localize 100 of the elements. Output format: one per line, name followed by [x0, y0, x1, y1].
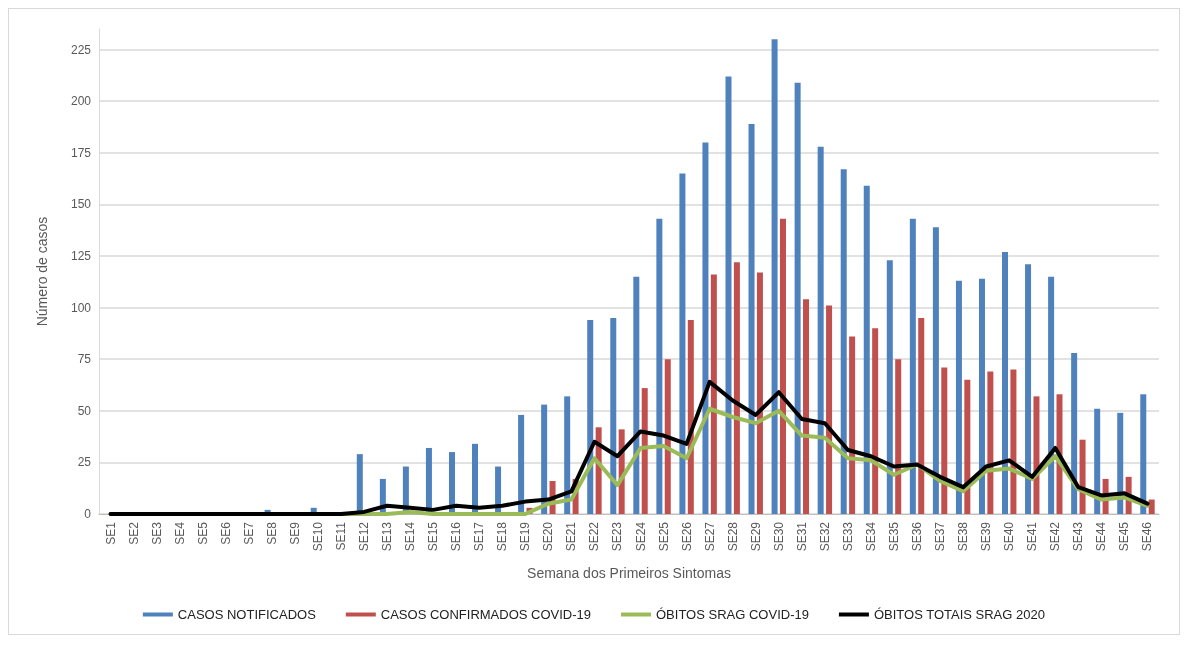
x-tick-label: SE6 [218, 521, 233, 545]
bar [987, 371, 994, 514]
legend-label: ÓBITOS SRAG COVID-19 [656, 607, 809, 622]
bar [1117, 412, 1124, 514]
bar [1071, 353, 1078, 514]
x-tick-label: SE16 [449, 521, 464, 552]
x-tick-label: SE33 [840, 521, 855, 552]
bar [886, 260, 893, 514]
bar [472, 443, 479, 514]
bar [725, 76, 732, 514]
x-tick-label: SE30 [771, 521, 786, 552]
x-tick-label: SE9 [287, 521, 302, 545]
bar [978, 278, 985, 514]
bar [756, 272, 763, 514]
x-tick-label: SE40 [1002, 521, 1017, 552]
y-tick-label: 175 [70, 145, 92, 160]
bar [748, 123, 755, 514]
bar [1148, 499, 1155, 514]
bar [564, 396, 571, 514]
x-tick-label: SE43 [1071, 521, 1086, 552]
x-tick-label: SE32 [817, 521, 832, 552]
bar [518, 414, 525, 514]
line-series [108, 379, 1150, 516]
y-tick-label: 0 [84, 507, 92, 521]
x-tick-label: SE13 [380, 521, 395, 552]
y-tick-label: 200 [70, 94, 92, 109]
legend-label: CASOS NOTIFICADOS [177, 607, 317, 622]
bar [863, 185, 870, 514]
bar [1002, 251, 1009, 514]
bar [1048, 276, 1055, 514]
bar [840, 169, 847, 514]
bar [356, 454, 363, 514]
x-tick-label: SE44 [1094, 521, 1109, 552]
x-tick-label: SE42 [1048, 521, 1063, 552]
x-tick-label: SE12 [357, 521, 371, 552]
x-tick-label: SE3 [149, 521, 164, 545]
x-tick-label: SE19 [518, 521, 533, 552]
x-tick-label: SE20 [541, 521, 556, 552]
bar [803, 299, 810, 514]
bar [664, 359, 671, 514]
y-tick-label: 50 [77, 403, 92, 418]
y-tick-label: 100 [70, 300, 92, 315]
x-tick-label: SE10 [310, 521, 325, 552]
bar [710, 274, 717, 514]
x-tick-label: SE36 [910, 521, 925, 552]
y-axis-title: Número de casos [34, 216, 50, 327]
bar [771, 39, 778, 514]
x-tick-label: SE29 [748, 521, 763, 552]
bar [964, 379, 971, 514]
bar [1094, 408, 1101, 514]
x-tick-label: SE15 [426, 521, 441, 552]
x-tick-label: SE23 [610, 521, 625, 552]
bar [1010, 369, 1017, 514]
x-tick-label: SE5 [195, 521, 210, 545]
y-tick-label: 150 [70, 197, 92, 212]
x-tick-label: SE7 [241, 521, 256, 545]
bar [1079, 439, 1086, 514]
bar [1025, 264, 1032, 514]
bar [872, 328, 879, 514]
x-axis-title: Semana dos Primeiros Sintomas [527, 565, 731, 581]
bar [826, 305, 833, 514]
x-tick-label: SE25 [656, 521, 671, 552]
bar [849, 336, 856, 514]
x-tick-label: SE22 [587, 521, 602, 552]
bar [794, 82, 801, 514]
bar [448, 452, 455, 514]
x-tick-label: SE8 [264, 521, 279, 545]
x-tick-label: SE35 [887, 521, 901, 552]
bar [633, 276, 640, 514]
bar [656, 218, 663, 514]
legend-label: CASOS CONFIRMADOS COVID-19 [380, 607, 592, 622]
x-tick-label: SE39 [979, 521, 994, 552]
x-tick-label: SE2 [126, 521, 141, 545]
bar [918, 317, 925, 514]
x-tick-label: SE14 [403, 521, 418, 552]
bar [932, 227, 939, 514]
x-tick-label: SE4 [172, 521, 187, 545]
legend-label: ÓBITOS TOTAIS SRAG 2020 [873, 607, 1045, 622]
bar [641, 388, 648, 514]
x-tick-label: SE21 [564, 521, 579, 552]
x-tick-label: SE34 [863, 521, 878, 552]
bar [702, 142, 709, 514]
bar [425, 447, 432, 514]
x-tick-label: SE18 [495, 521, 510, 552]
x-tick-label: SE45 [1117, 521, 1132, 552]
x-tick-label: SE41 [1025, 521, 1040, 552]
bar [895, 359, 902, 514]
x-tick-label: SE26 [679, 521, 694, 552]
y-tick-label: 25 [77, 455, 92, 470]
y-tick-label: 125 [70, 249, 92, 264]
bar [909, 218, 916, 514]
x-tick-label: SE28 [725, 521, 740, 552]
bar [941, 367, 948, 514]
x-tick-label: SE24 [633, 521, 648, 552]
x-tick-label: SE37 [933, 521, 948, 552]
bar [955, 280, 962, 514]
y-tick-label: 225 [70, 42, 92, 57]
x-tick-label: SE17 [472, 521, 487, 552]
y-tick-label: 75 [77, 352, 92, 367]
x-tick-label: SE31 [794, 521, 809, 552]
